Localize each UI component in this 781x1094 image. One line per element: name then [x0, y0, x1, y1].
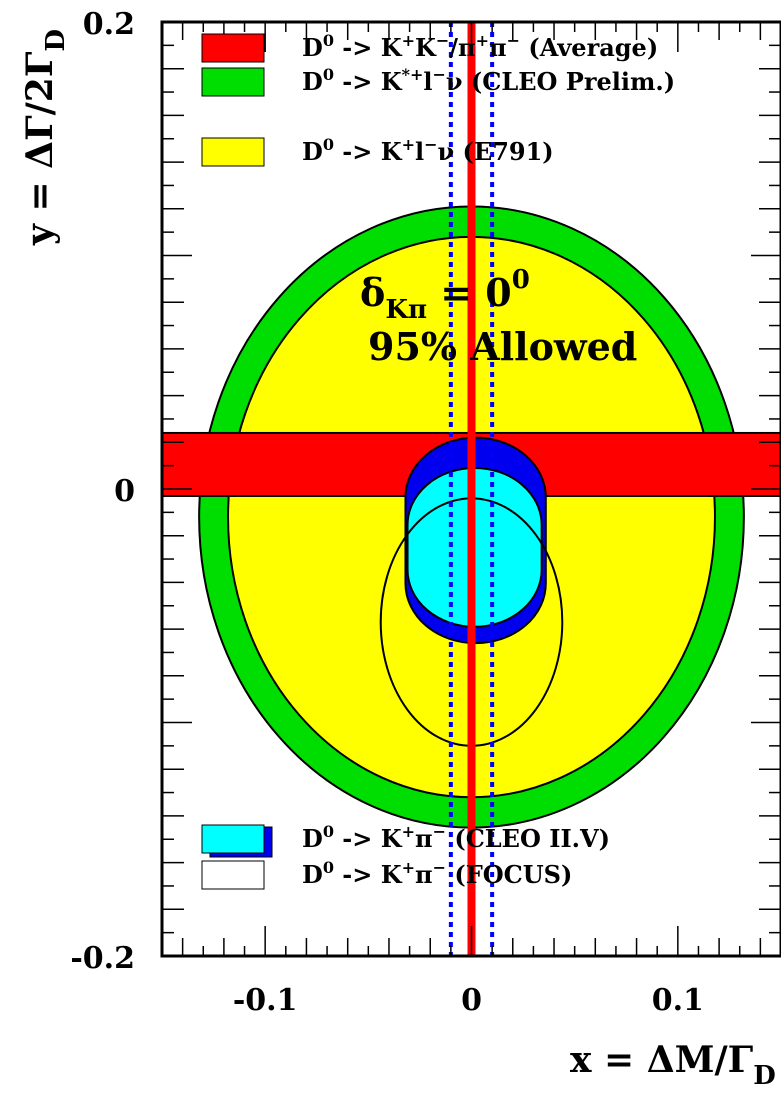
- axis-ticks: [161, 21, 781, 957]
- plot-lines: [448, 22, 495, 956]
- x-axis-title: x = ΔM/ΓD: [570, 1039, 776, 1091]
- x-tick-label: -0.1: [233, 983, 298, 1018]
- annotation-delta: δKπ = 00: [360, 265, 530, 325]
- legend-label: D0 -> K+K−/π+π− (Average): [302, 31, 658, 62]
- annotation-allowed: 95% Allowed: [368, 324, 637, 369]
- legend-label: D0 -> K+π− (CLEO II.V): [302, 822, 610, 853]
- legend-swatch: [201, 860, 265, 890]
- legend-swatch: [201, 824, 265, 854]
- y-tick-label: 0: [114, 474, 135, 509]
- x-tick-label: 0: [461, 983, 482, 1018]
- legend-swatch: [201, 33, 265, 63]
- legend-swatch: [201, 137, 265, 167]
- y-tick-label: -0.2: [70, 941, 135, 976]
- legend-swatch: [201, 67, 265, 97]
- legend-label: D0 -> K+l−ν (E791): [302, 135, 554, 166]
- legend-label: D0 -> K+π− (FOCUS): [302, 858, 572, 889]
- legend-label: D0 -> K*+l−ν (CLEO Prelim.): [302, 65, 675, 96]
- axis-tick-labels: -0.1 0 0.1 0.2 0 -0.2: [70, 7, 704, 1018]
- y-tick-label: 0.2: [83, 7, 135, 42]
- y-axis-title: y = ΔΓ/2ΓD: [19, 29, 71, 246]
- x-tick-label: 0.1: [652, 983, 704, 1018]
- legend-bottom: D0 -> K+π− (CLEO II.V) D0 -> K+π− (FOCUS): [201, 822, 610, 890]
- legend-top: D0 -> K+K−/π+π− (Average)D0 -> K*+l−ν (C…: [201, 31, 675, 167]
